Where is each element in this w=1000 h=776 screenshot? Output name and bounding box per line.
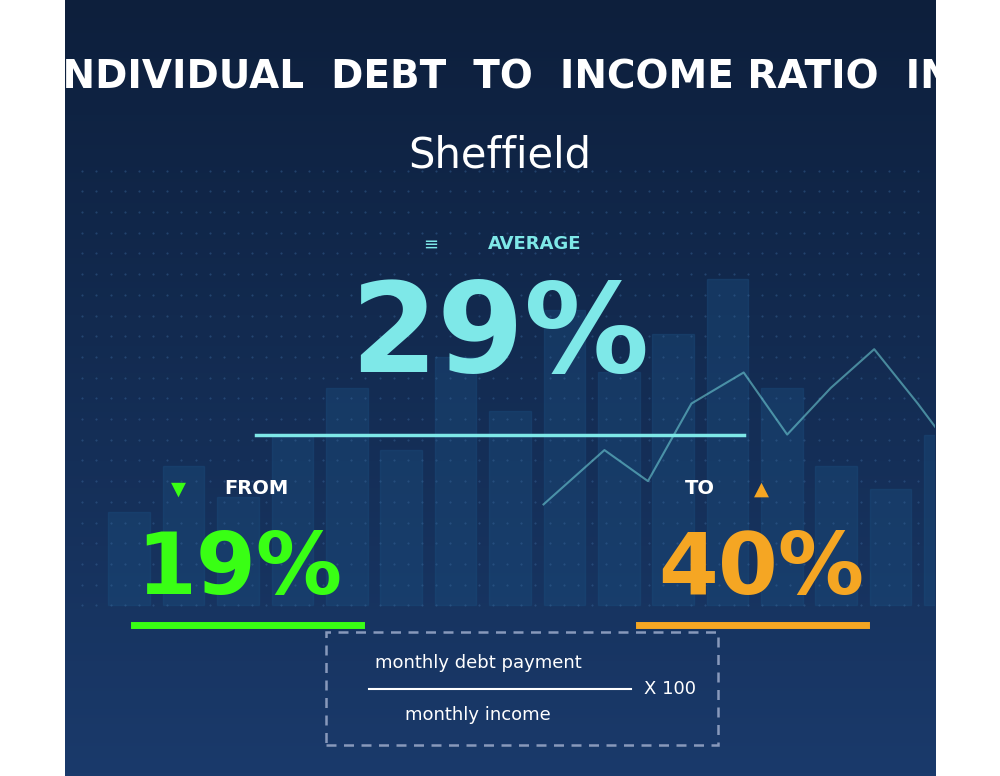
Bar [924, 435, 966, 605]
Text: AVERAGE: AVERAGE [488, 235, 582, 254]
Text: TO: TO [685, 480, 715, 498]
Text: ▲: ▲ [754, 480, 769, 498]
Text: INDIVIDUAL  DEBT  TO  INCOME RATIO  IN: INDIVIDUAL DEBT TO INCOME RATIO IN [48, 59, 952, 96]
Bar [544, 310, 585, 605]
Bar [707, 279, 748, 605]
Text: 19%: 19% [136, 529, 342, 611]
Bar [435, 357, 476, 605]
Text: 40%: 40% [658, 529, 864, 611]
Text: Sheffield: Sheffield [409, 134, 592, 176]
Bar [815, 466, 857, 605]
Bar [870, 489, 911, 605]
Bar [163, 466, 204, 605]
Bar [108, 512, 150, 605]
Text: monthly income: monthly income [405, 706, 551, 725]
Bar [489, 411, 531, 605]
Bar [380, 450, 422, 605]
Bar [272, 435, 313, 605]
Text: 29%: 29% [350, 277, 650, 398]
Bar [761, 388, 803, 605]
Bar [217, 497, 259, 605]
Text: FROM: FROM [224, 480, 288, 498]
Text: monthly debt payment: monthly debt payment [375, 654, 582, 673]
Bar [598, 372, 640, 605]
Text: ≡: ≡ [423, 235, 438, 254]
Text: ▼: ▼ [171, 480, 186, 498]
Text: X 100: X 100 [644, 680, 696, 698]
Bar [652, 334, 694, 605]
Bar [326, 388, 368, 605]
